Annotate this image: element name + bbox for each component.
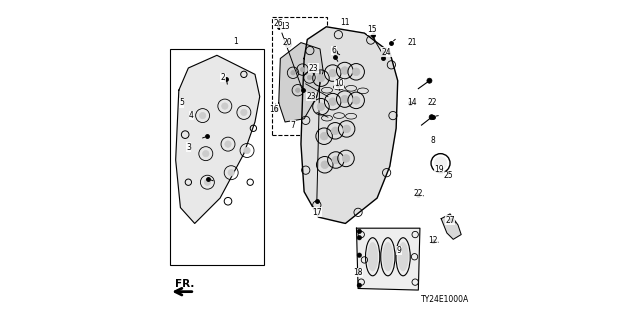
Circle shape [317, 103, 324, 110]
Text: 6: 6 [332, 46, 337, 55]
Text: 14: 14 [407, 99, 417, 108]
Text: 17: 17 [312, 208, 322, 217]
Circle shape [341, 67, 349, 74]
Polygon shape [301, 27, 397, 223]
Circle shape [353, 97, 360, 104]
Circle shape [427, 78, 432, 83]
Circle shape [332, 127, 339, 135]
Circle shape [203, 150, 209, 157]
Circle shape [312, 95, 314, 98]
Text: 13: 13 [280, 22, 290, 31]
Text: 10: 10 [334, 79, 344, 88]
Text: 22: 22 [428, 99, 437, 108]
Text: FR.: FR. [175, 279, 194, 289]
Polygon shape [279, 43, 323, 122]
Text: 18: 18 [353, 268, 363, 277]
Circle shape [204, 179, 211, 185]
Text: 7: 7 [291, 121, 296, 130]
Text: 1: 1 [234, 36, 238, 45]
Circle shape [329, 69, 337, 77]
Text: 23: 23 [307, 92, 316, 101]
Circle shape [343, 125, 351, 133]
Circle shape [291, 70, 295, 75]
Circle shape [225, 141, 231, 147]
Text: 9: 9 [397, 246, 402, 255]
Circle shape [341, 95, 349, 103]
Text: 20: 20 [283, 38, 292, 47]
Polygon shape [356, 228, 420, 290]
Circle shape [244, 147, 250, 154]
Circle shape [329, 98, 337, 105]
Text: 16: 16 [269, 105, 279, 114]
Circle shape [357, 253, 362, 257]
Circle shape [228, 170, 234, 176]
Text: 24: 24 [382, 48, 392, 57]
Circle shape [296, 88, 300, 92]
Circle shape [287, 43, 289, 45]
Text: TY24E1000A: TY24E1000A [421, 295, 469, 304]
Polygon shape [441, 214, 461, 239]
Text: 2: 2 [221, 73, 226, 82]
Text: 5: 5 [179, 99, 184, 108]
Ellipse shape [383, 243, 393, 271]
Text: 8: 8 [430, 136, 435, 146]
Text: 15: 15 [367, 25, 377, 35]
Circle shape [321, 161, 328, 169]
Ellipse shape [434, 157, 447, 170]
Circle shape [317, 74, 324, 82]
Text: 22: 22 [413, 189, 423, 198]
Text: 23: 23 [309, 63, 319, 73]
Circle shape [342, 155, 350, 162]
Text: 4: 4 [189, 111, 194, 120]
Ellipse shape [367, 243, 378, 271]
Circle shape [300, 68, 305, 72]
Circle shape [241, 109, 247, 116]
Text: 26: 26 [273, 19, 283, 28]
Ellipse shape [398, 243, 408, 271]
Circle shape [320, 132, 328, 140]
Polygon shape [175, 55, 260, 223]
Circle shape [332, 156, 340, 164]
Text: 12: 12 [428, 236, 437, 245]
Circle shape [307, 75, 312, 80]
Text: 3: 3 [186, 143, 191, 152]
Circle shape [357, 283, 362, 288]
Text: 11: 11 [340, 18, 350, 27]
Text: 25: 25 [444, 172, 453, 180]
Circle shape [221, 103, 228, 109]
Text: 27: 27 [445, 216, 455, 225]
Circle shape [429, 115, 434, 120]
Circle shape [200, 112, 206, 119]
Circle shape [353, 68, 360, 76]
Circle shape [357, 270, 362, 275]
Text: 19: 19 [434, 165, 444, 174]
Circle shape [357, 229, 362, 234]
Circle shape [357, 236, 362, 240]
Text: 21: 21 [407, 38, 417, 47]
